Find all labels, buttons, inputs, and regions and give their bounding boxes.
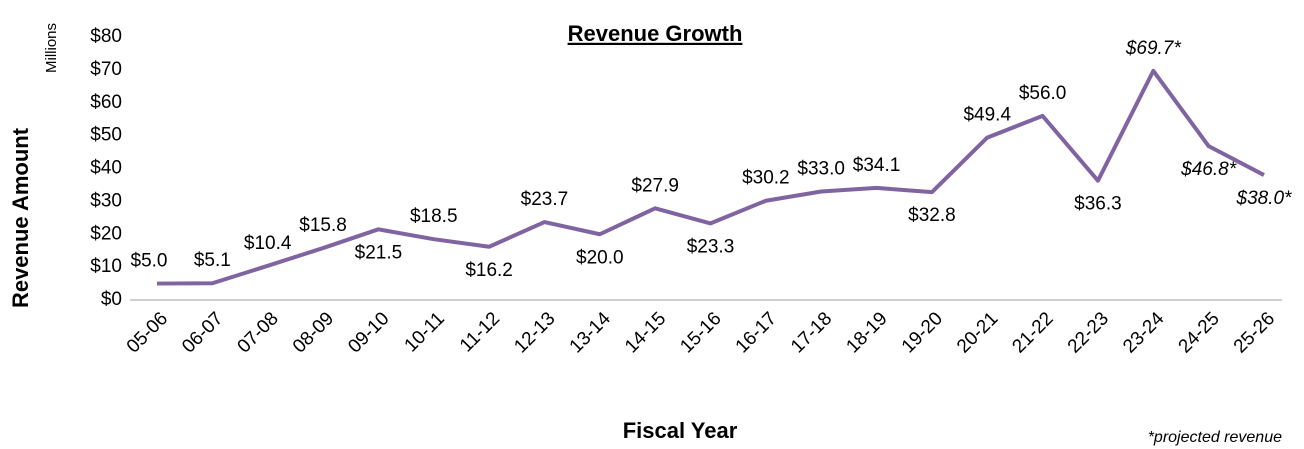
y-axis-title: Revenue Amount (8, 127, 33, 308)
data-label: $56.0 (1019, 83, 1067, 104)
chart-title: Revenue Growth (568, 21, 743, 46)
x-tick-label: 22-23 (1064, 308, 1113, 357)
data-label: $10.4 (244, 233, 292, 254)
y-tick-label: $80 (90, 26, 122, 47)
y-tick-label: $60 (90, 92, 122, 113)
data-label: $32.8 (908, 205, 956, 226)
x-tick-label: 10-11 (401, 308, 449, 356)
x-tick-label: 17-18 (787, 308, 836, 357)
x-tick-label: 06-07 (178, 308, 227, 357)
data-label: $33.0 (797, 159, 845, 180)
y-tick-label: $20 (90, 223, 122, 244)
y-tick-label: $70 (90, 59, 122, 80)
x-tick-label: 20-21 (953, 308, 1002, 357)
data-label: $49.4 (963, 105, 1011, 126)
x-axis-title: Fiscal Year (623, 418, 738, 443)
x-tick-label: 23-24 (1119, 308, 1169, 358)
data-label: $27.9 (631, 175, 679, 196)
x-tick-label: 24-25 (1175, 308, 1224, 357)
line (156, 68, 1265, 286)
y-tick-label: $30 (90, 190, 122, 211)
y-tick-label: $10 (90, 256, 122, 277)
data-label: $36.3 (1074, 194, 1122, 215)
data-label: $20.0 (576, 247, 624, 268)
data-label: $18.5 (410, 206, 458, 227)
y-tick-label: $50 (90, 125, 122, 146)
data-label: $69.7* (1125, 38, 1182, 59)
y-tick-label: $40 (90, 158, 122, 179)
x-tick-label: 09-10 (344, 308, 393, 357)
x-tick-label: 05-06 (123, 308, 172, 357)
data-label: $16.2 (465, 260, 513, 281)
x-tick-label: 08-09 (289, 308, 338, 357)
data-label: $15.8 (299, 215, 347, 236)
x-tick-label: 18-19 (842, 308, 891, 357)
x-tick-label: 11-12 (456, 308, 504, 356)
x-tick-label: 25-26 (1230, 308, 1279, 357)
x-tick-label: 07-08 (234, 308, 283, 357)
x-tick-label: 19-20 (898, 308, 947, 357)
data-label: $38.0* (1236, 188, 1293, 209)
data-label: $21.5 (355, 242, 403, 263)
x-tick-label: 12-13 (510, 308, 559, 357)
data-label: $23.3 (687, 236, 735, 257)
data-label: $34.1 (853, 155, 901, 176)
annotation: *projected revenue (1148, 429, 1282, 446)
data-label: $5.0 (131, 251, 168, 272)
data-label: $23.7 (521, 189, 569, 210)
x-tick-label: 13-14 (566, 308, 616, 358)
x-tick-label: 14-15 (621, 308, 670, 357)
data-label: $30.2 (742, 168, 790, 189)
y-tick-label: $0 (101, 289, 122, 310)
data-label: $46.8* (1180, 159, 1237, 180)
x-tick-label: 16-17 (732, 308, 781, 357)
x-tick-label: 15-16 (676, 308, 725, 357)
x-tick-label: 21-22 (1008, 308, 1057, 357)
data-label: $5.1 (194, 250, 231, 271)
y-unit: Millions (43, 23, 60, 73)
